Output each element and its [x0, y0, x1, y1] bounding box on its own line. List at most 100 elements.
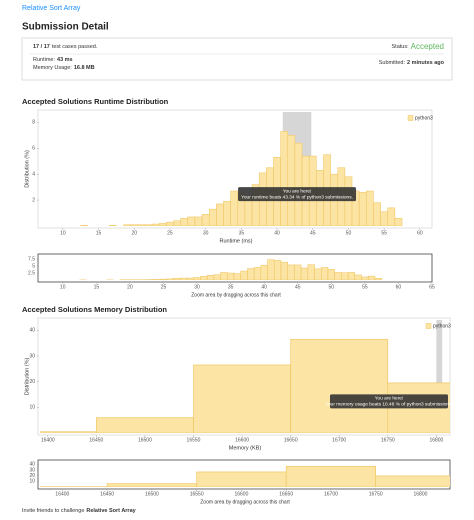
x-tick-label: 16400 — [55, 491, 69, 497]
x-tick-label: 45 — [310, 230, 316, 236]
y-axis-label: Distribution (%) — [24, 150, 30, 188]
bar — [354, 274, 362, 280]
status: Status: Accepted — [392, 42, 444, 51]
x-tick-label: 55 — [362, 284, 368, 290]
x-tick-label: 16500 — [138, 437, 152, 443]
bar — [374, 278, 382, 280]
x-tick-label: 16800 — [414, 491, 428, 497]
y-tick-label: 40 — [29, 462, 35, 468]
bar — [334, 272, 342, 280]
bar — [173, 220, 181, 226]
footer-link[interactable]: Relative Sort Array — [86, 508, 136, 514]
bar — [208, 208, 217, 226]
bar — [327, 269, 335, 280]
x-tick-label: 16800 — [429, 437, 443, 443]
bar — [106, 483, 197, 487]
x-tick-label: 25 — [161, 284, 167, 290]
tooltip-text: Your runtime beats 43.34 % of python3 su… — [241, 194, 353, 200]
x-tick-label: 10 — [60, 230, 66, 236]
bar — [247, 268, 255, 280]
x-tick-label: 30 — [194, 284, 200, 290]
submitted-value: 2 minutes ago — [407, 60, 445, 66]
bar — [307, 264, 315, 280]
section-title: Accepted Solutions Memory Distribution — [22, 305, 167, 314]
x-tick-label: 16600 — [234, 491, 248, 497]
x-tick-label: 20 — [131, 230, 137, 236]
bar — [287, 135, 296, 226]
x-tick-label: 30 — [203, 230, 209, 236]
bar — [394, 217, 403, 226]
x-tick-label: 16550 — [190, 491, 204, 497]
bar — [144, 224, 153, 226]
plot-area — [79, 259, 382, 280]
summary-box — [21, 37, 453, 81]
status-label: Status: — [392, 44, 410, 50]
bar — [300, 267, 309, 280]
bar — [267, 259, 275, 280]
x-tick-label: 16450 — [100, 491, 114, 497]
x-axis-label: Runtime (ms) — [219, 238, 252, 244]
footer-text: Invite friends to challenge — [22, 508, 84, 514]
problem-link[interactable]: Relative Sort Array — [22, 5, 81, 12]
x-tick-label: 20 — [127, 284, 133, 290]
bar — [96, 417, 194, 433]
bar — [285, 465, 376, 487]
bar — [187, 216, 196, 226]
bar — [347, 272, 356, 280]
plot-area — [40, 320, 450, 433]
status-value: Accepted — [411, 42, 444, 51]
plot-area — [40, 465, 450, 487]
x-tick-label: 16750 — [369, 491, 383, 497]
bar — [287, 264, 295, 280]
bar — [213, 274, 221, 280]
bar — [387, 207, 396, 226]
cases: 17 / 17 test cases passed. — [33, 44, 98, 50]
bar — [358, 192, 367, 226]
y-tick-label: 6 — [32, 146, 35, 152]
submitted-label: Submitted: — [379, 60, 406, 66]
bar — [294, 264, 302, 280]
footer: Invite friends to challenge Relative Sort… — [22, 508, 137, 514]
x-tick-label: 16550 — [187, 437, 201, 443]
cases-count: 17 / 17 — [33, 44, 50, 50]
bar — [223, 201, 231, 226]
x-tick-label: 16500 — [145, 491, 159, 497]
bar — [193, 277, 201, 280]
bar — [109, 225, 117, 226]
x-tick-label: 16750 — [381, 437, 395, 443]
y-tick-label: 30 — [29, 353, 35, 359]
bar — [253, 267, 262, 280]
bar — [361, 276, 369, 280]
x-tick-label: 25 — [167, 230, 173, 236]
bar — [375, 475, 450, 487]
x-tick-label: 60 — [417, 230, 423, 236]
x-tick-label: 65 — [429, 284, 435, 290]
y-tick-label: 7.5 — [28, 256, 35, 262]
x-tick-label: 16400 — [41, 437, 55, 443]
x-tick-label: 45 — [295, 284, 301, 290]
y-tick-label: 20 — [29, 379, 35, 385]
x-tick-label: 16700 — [332, 437, 346, 443]
bar — [200, 276, 208, 280]
y-tick-label: 40 — [29, 328, 35, 334]
bar — [151, 223, 160, 226]
bar — [193, 364, 291, 433]
y-tick-label: 30 — [29, 467, 35, 473]
x-tick-label: 40 — [261, 284, 267, 290]
memory-label: Memory Usage: — [33, 65, 72, 71]
bar — [380, 211, 388, 226]
bar — [280, 261, 288, 280]
x-tick-label: 16700 — [324, 491, 338, 497]
bar — [123, 224, 131, 226]
bar — [186, 277, 194, 280]
bar — [194, 216, 203, 226]
x-tick-label: 40 — [274, 230, 280, 236]
bar — [201, 214, 210, 226]
bar — [180, 217, 189, 226]
runtime-value: 43 ms — [57, 57, 73, 63]
bar — [159, 278, 168, 280]
y-tick-label: 2.5 — [28, 270, 35, 276]
bar — [314, 268, 322, 280]
bar — [216, 203, 224, 226]
